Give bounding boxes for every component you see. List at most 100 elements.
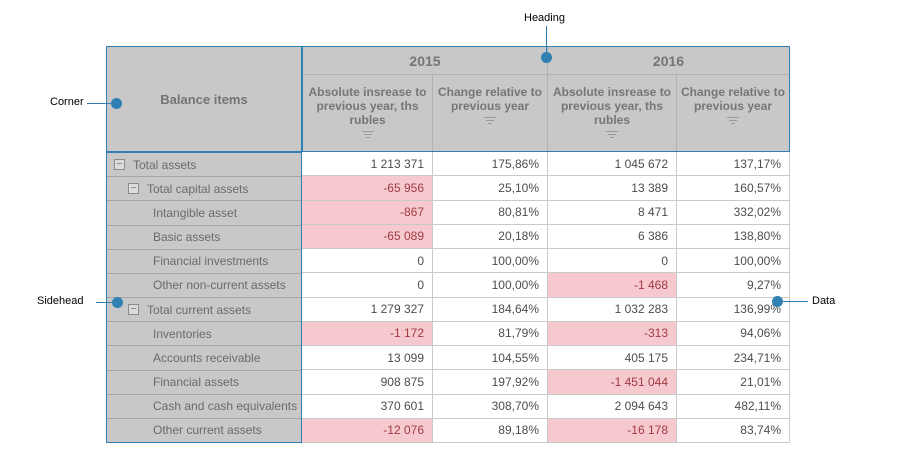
callout-sidehead-dot — [112, 297, 123, 308]
row-label: Inventories — [153, 326, 212, 341]
sidehead-row[interactable]: Financial investments — [107, 250, 301, 274]
data-cell[interactable]: 13 389 — [548, 176, 677, 201]
corner-cell[interactable]: Balance items — [106, 46, 302, 152]
data-cell[interactable]: 405 175 — [548, 346, 677, 371]
row-label: Other current assets — [153, 423, 262, 438]
data-cell[interactable]: 0 — [302, 249, 433, 274]
callout-heading-label: Heading — [524, 12, 565, 24]
data-cell[interactable]: 136,99% — [677, 297, 790, 322]
measure-label: Change relative to previous year — [680, 85, 786, 113]
data-cell[interactable]: -65 956 — [302, 176, 433, 201]
corner-label: Balance items — [160, 91, 248, 107]
data-cell[interactable]: 9,27% — [677, 273, 790, 298]
collapse-icon[interactable]: − — [128, 183, 139, 195]
data-cell[interactable]: 160,57% — [677, 176, 790, 201]
data-cell[interactable]: 94,06% — [677, 321, 790, 346]
data-cell[interactable]: 100,00% — [433, 249, 548, 274]
data-cell[interactable]: -1 451 044 — [548, 370, 677, 395]
data-cell[interactable]: 25,10% — [433, 176, 548, 201]
sidehead-row[interactable]: − Total capital assets — [107, 177, 301, 202]
data-cell[interactable]: 89,18% — [433, 418, 548, 443]
sidehead-row[interactable]: Other non-current assets — [107, 274, 301, 299]
data-cell[interactable]: 234,71% — [677, 346, 790, 371]
data-cell[interactable]: 482,11% — [677, 394, 790, 419]
data-cell[interactable]: 21,01% — [677, 370, 790, 395]
data-cell[interactable]: 0 — [548, 249, 677, 274]
data-cell[interactable]: 1 045 672 — [548, 152, 677, 177]
data-cell[interactable]: 20,18% — [433, 224, 548, 249]
measure-header-change-2015[interactable]: Change relative to previous year — [433, 75, 548, 151]
data-cell[interactable]: 332,02% — [677, 200, 790, 225]
data-cell[interactable]: -867 — [302, 200, 433, 225]
data-cell[interactable]: 1 032 283 — [548, 297, 677, 322]
sidehead-row[interactable]: Other current assets — [107, 419, 301, 442]
filter-icon[interactable] — [606, 131, 618, 138]
data-cell[interactable]: 104,55% — [433, 346, 548, 371]
data-cell[interactable]: 100,00% — [433, 273, 548, 298]
filter-icon[interactable] — [727, 117, 739, 124]
sidehead-row[interactable]: Accounts receivable — [107, 346, 301, 371]
sidehead-row[interactable]: Inventories — [107, 322, 301, 347]
data-cell[interactable]: 6 386 — [548, 224, 677, 249]
sidehead-row[interactable]: − Total assets — [107, 153, 301, 178]
data-cell[interactable]: 13 099 — [302, 346, 433, 371]
sidehead-row[interactable]: Financial assets — [107, 371, 301, 395]
data-cell[interactable]: 0 — [302, 273, 433, 298]
row-label: Financial assets — [153, 375, 240, 390]
data-cell[interactable]: -313 — [548, 321, 677, 346]
measure-header-absolute-2016[interactable]: Absolute insrease to previous year, ths … — [548, 75, 677, 151]
measure-header-change-2016[interactable]: Change relative to previous year — [677, 75, 789, 151]
data-cell[interactable]: 1 213 371 — [302, 152, 433, 177]
data-cell[interactable]: -12 076 — [302, 418, 433, 443]
row-label: Accounts receivable — [153, 350, 261, 365]
measure-header-absolute-2015[interactable]: Absolute insrease to previous year, ths … — [303, 75, 433, 151]
data-cell[interactable]: 1 279 327 — [302, 297, 433, 322]
data-cell[interactable]: 370 601 — [302, 394, 433, 419]
sidehead-row[interactable]: Intangible asset — [107, 201, 301, 226]
row-label: Financial investments — [153, 254, 269, 269]
data-cell[interactable]: 137,17% — [677, 152, 790, 177]
row-label: Other non-current assets — [153, 278, 286, 293]
row-label: Basic assets — [153, 230, 221, 245]
sidehead-row[interactable]: − Total current assets — [107, 298, 301, 323]
callout-data-label: Data — [812, 295, 836, 307]
data-cell[interactable]: 2 094 643 — [548, 394, 677, 419]
data-cell[interactable]: -16 178 — [548, 418, 677, 443]
data-cell[interactable]: 138,80% — [677, 224, 790, 249]
callout-sidehead-line — [96, 302, 114, 303]
data-cell[interactable]: 100,00% — [677, 249, 790, 274]
data-cell[interactable]: 83,74% — [677, 418, 790, 443]
data-cell[interactable]: -65 089 — [302, 224, 433, 249]
data-cell[interactable]: 81,79% — [433, 321, 548, 346]
data-cell[interactable]: 175,86% — [433, 152, 548, 177]
data-cell[interactable]: -1 172 — [302, 321, 433, 346]
data-cell[interactable]: 908 875 — [302, 370, 433, 395]
year-header-2015[interactable]: 2015 — [303, 47, 548, 75]
filter-icon[interactable] — [484, 117, 496, 124]
sidehead-area: − Total assets − Total capital assets Intang… — [106, 152, 302, 443]
callout-corner-label: Corner — [50, 96, 84, 108]
row-label: Total capital assets — [147, 181, 249, 196]
data-cell[interactable]: 197,92% — [433, 370, 548, 395]
callout-heading-dot — [541, 52, 552, 63]
collapse-icon[interactable]: − — [128, 304, 139, 316]
data-cell[interactable]: 8 471 — [548, 200, 677, 225]
filter-icon[interactable] — [361, 131, 374, 138]
data-cell[interactable]: 184,64% — [433, 297, 548, 322]
callout-data-line — [783, 301, 808, 302]
data-cell[interactable]: 80,81% — [433, 200, 548, 225]
measure-label: Absolute insrease to previous year, ths … — [308, 85, 427, 127]
row-label: Total assets — [133, 157, 197, 172]
data-cell[interactable]: 308,70% — [433, 394, 548, 419]
callout-corner-line — [87, 103, 113, 104]
sidehead-row[interactable]: Basic assets — [107, 226, 301, 250]
callout-corner-dot — [111, 98, 122, 109]
data-area: 1 213 371 175,86% 1 045 672 137,17% -65 956 2… — [302, 152, 790, 443]
year-header-2016[interactable]: 2016 — [548, 47, 789, 75]
data-cell[interactable]: -1 468 — [548, 273, 677, 298]
collapse-icon[interactable]: − — [114, 159, 125, 171]
sidehead-row[interactable]: Cash and cash equivalents — [107, 395, 301, 419]
callout-data-dot — [772, 296, 783, 307]
row-label: Intangible asset — [153, 205, 238, 220]
